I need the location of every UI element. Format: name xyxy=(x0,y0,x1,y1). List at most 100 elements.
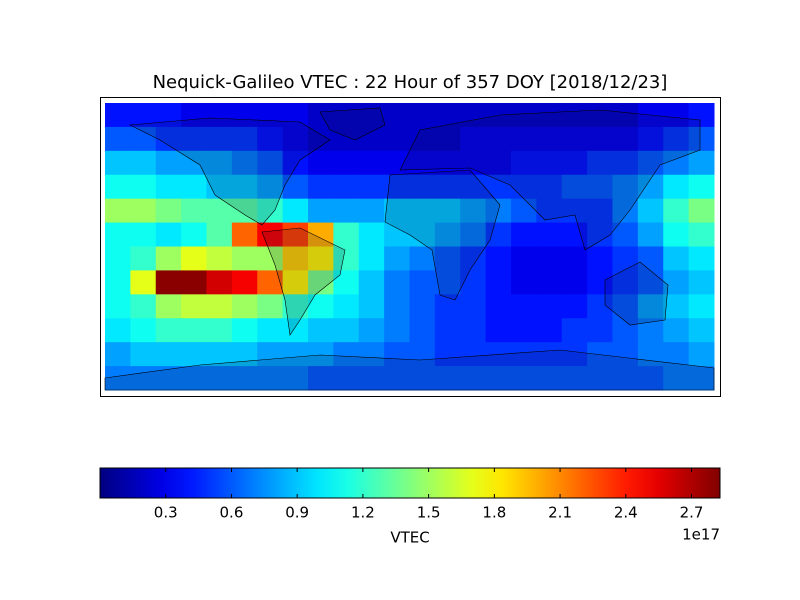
heatmap-cell xyxy=(308,318,334,343)
heatmap-cell xyxy=(612,270,639,295)
heatmap-cell xyxy=(485,318,512,343)
heatmap-cell xyxy=(409,318,436,343)
heatmap-cell xyxy=(206,198,233,224)
heatmap xyxy=(105,103,715,391)
heatmap-cell xyxy=(688,318,715,343)
heatmap-cell xyxy=(206,150,233,176)
heatmap-cell xyxy=(587,270,613,295)
heatmap-cell xyxy=(181,342,207,367)
heatmap-cell xyxy=(105,174,131,200)
heatmap-cell xyxy=(434,126,461,152)
heatmap-cell xyxy=(358,342,385,367)
heatmap-cell xyxy=(663,366,690,391)
heatmap-cell xyxy=(181,222,207,247)
heatmap-cell xyxy=(308,246,334,271)
heatmap-cell xyxy=(231,222,258,247)
heatmap-cell xyxy=(155,150,182,176)
heatmap-cell xyxy=(308,270,334,295)
heatmap-cell xyxy=(308,150,334,176)
colorbar-tick-label: 1.8 xyxy=(482,504,506,522)
heatmap-cell xyxy=(561,366,588,391)
eurasia xyxy=(399,109,701,251)
chart-title: Nequick-Galileo VTEC : 22 Hour of 357 DO… xyxy=(153,72,668,93)
heatmap-cell xyxy=(561,294,588,319)
heatmap-cell xyxy=(333,198,360,224)
heatmap-cell xyxy=(511,366,537,391)
heatmap-cell xyxy=(409,246,436,271)
heatmap-cell xyxy=(181,198,207,224)
heatmap-cell xyxy=(358,126,385,152)
heatmap-cell xyxy=(409,198,436,224)
heatmap-cell xyxy=(181,103,207,128)
heatmap-cell xyxy=(231,342,258,367)
heatmap-cell xyxy=(511,174,537,200)
africa xyxy=(384,169,501,301)
heatmap-cell xyxy=(511,222,537,247)
heatmap-cell xyxy=(485,246,512,271)
heatmap-cell xyxy=(536,126,563,152)
heatmap-cell xyxy=(485,366,512,391)
heatmap-cell xyxy=(511,103,537,128)
heatmap-cell xyxy=(333,246,360,271)
heatmap-cell xyxy=(257,246,284,271)
heatmap-cell xyxy=(206,318,233,343)
heatmap-cell xyxy=(434,294,461,319)
heatmap-cell xyxy=(561,174,588,200)
heatmap-cell xyxy=(358,150,385,176)
heatmap-cell xyxy=(688,366,715,391)
heatmap-cell xyxy=(561,222,588,247)
heatmap-cell xyxy=(130,222,157,247)
heatmap-cell xyxy=(561,342,588,367)
heatmap-cell xyxy=(358,318,385,343)
heatmap-cell xyxy=(231,174,258,200)
heatmap-cell xyxy=(257,150,284,176)
heatmap-cell xyxy=(181,126,207,152)
heatmap-cell xyxy=(282,246,309,271)
heatmap-cell xyxy=(561,126,588,152)
heatmap-cell xyxy=(308,126,334,152)
heatmap-cell xyxy=(155,270,182,295)
heatmap-cell xyxy=(333,222,360,247)
colorbar-tick-label: 0.3 xyxy=(154,504,178,522)
colorbar-tick-label: 2.7 xyxy=(680,504,704,522)
colorbar-label: VTEC xyxy=(390,529,429,547)
heatmap-cell xyxy=(688,222,715,247)
heatmap-cell xyxy=(282,198,309,224)
heatmap-cell xyxy=(561,103,588,128)
heatmap-cell xyxy=(688,126,715,152)
heatmap-cell xyxy=(105,126,131,152)
colorbar-tick-label: 1.5 xyxy=(417,504,441,522)
coastlines xyxy=(104,107,715,391)
heatmap-cell xyxy=(384,222,410,247)
heatmap-cell xyxy=(536,342,563,367)
heatmap-cell xyxy=(612,103,639,128)
heatmap-cell xyxy=(536,366,563,391)
heatmap-cell xyxy=(384,294,410,319)
heatmap-cell xyxy=(257,342,284,367)
colorbar-tick-label: 1.2 xyxy=(351,504,375,522)
heatmap-cell xyxy=(333,174,360,200)
heatmap-cell xyxy=(511,198,537,224)
heatmap-cell xyxy=(282,103,309,128)
heatmap-cell xyxy=(181,294,207,319)
heatmap-cell xyxy=(663,103,690,128)
heatmap-cell xyxy=(688,270,715,295)
heatmap-cell xyxy=(333,126,360,152)
heatmap-cell xyxy=(206,366,233,391)
heatmap-cell xyxy=(460,318,487,343)
heatmap-cell xyxy=(333,270,360,295)
heatmap-cell xyxy=(511,246,537,271)
heatmap-cell xyxy=(282,342,309,367)
heatmap-cell xyxy=(155,366,182,391)
heatmap-cell xyxy=(257,198,284,224)
heatmap-cell xyxy=(206,222,233,247)
heatmap-cell xyxy=(130,366,157,391)
heatmap-cell xyxy=(130,198,157,224)
heatmap-cell xyxy=(460,246,487,271)
heatmap-cell xyxy=(460,342,487,367)
heatmap-cell xyxy=(409,294,436,319)
heatmap-cell xyxy=(637,222,664,247)
heatmap-cell xyxy=(231,270,258,295)
heatmap-cell xyxy=(485,270,512,295)
heatmap-cell xyxy=(561,246,588,271)
